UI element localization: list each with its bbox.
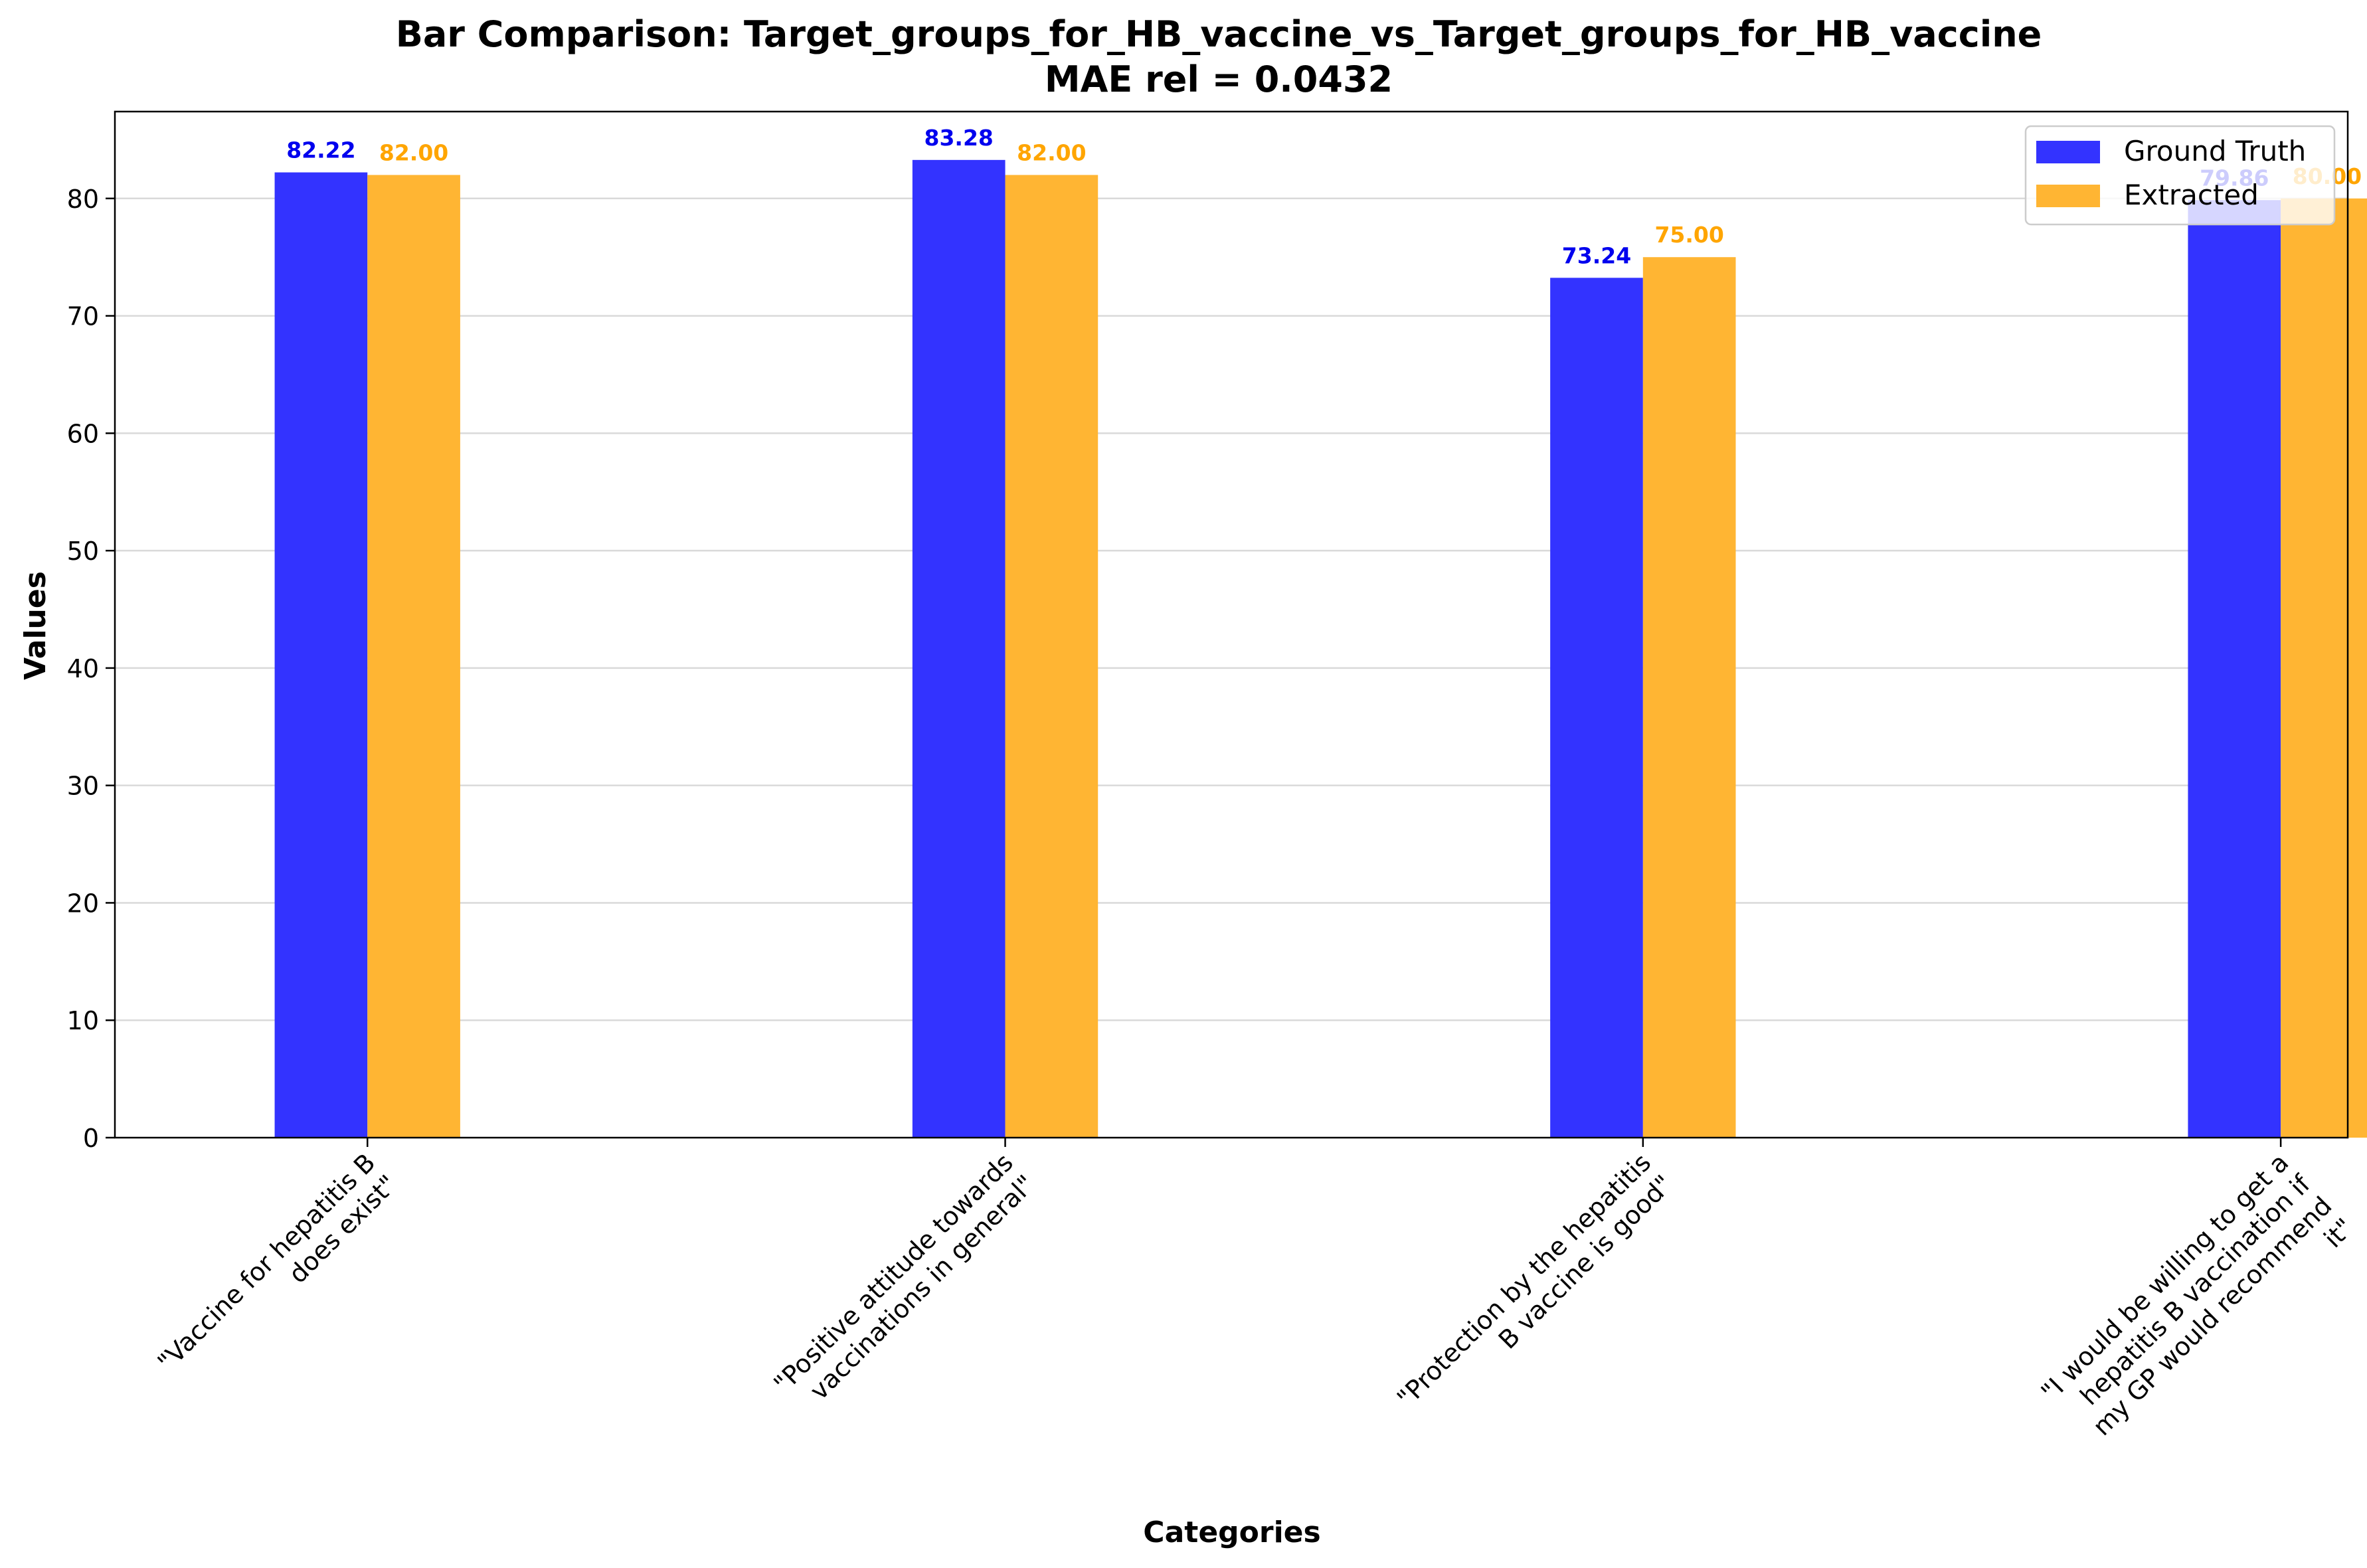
chart-subtitle: MAE rel = 0.0432 <box>1045 58 1393 100</box>
bar-ground-truth <box>1550 278 1643 1138</box>
bar-extracted <box>367 175 460 1138</box>
y-tick-label: 50 <box>67 537 99 566</box>
y-tick-label: 60 <box>67 419 99 448</box>
bar-value-label: 82.00 <box>379 139 448 165</box>
y-tick-label: 30 <box>67 772 99 801</box>
y-tick-label: 0 <box>83 1124 99 1153</box>
bar-ground-truth <box>274 172 368 1138</box>
chart-title: Bar Comparison: Target_groups_for_HB_vac… <box>396 13 2042 55</box>
legend <box>2024 125 2336 226</box>
bar-value-label: 75.00 <box>1654 222 1723 248</box>
legend-swatch <box>2036 141 2100 163</box>
legend-label: Extracted <box>2124 179 2259 211</box>
y-tick-label: 80 <box>67 185 99 214</box>
bar-extracted <box>2281 198 2367 1138</box>
bar-value-label: 82.22 <box>286 137 355 163</box>
bar-ground-truth <box>2188 200 2281 1138</box>
x-axis-label: Categories <box>1143 1516 1320 1549</box>
bar-extracted <box>1005 175 1098 1138</box>
y-tick-label: 70 <box>67 302 99 331</box>
bar-value-label: 82.00 <box>1017 139 1086 165</box>
bar-value-label: 73.24 <box>1562 242 1631 268</box>
legend-label: Ground Truth <box>2124 135 2306 167</box>
bar-extracted <box>1642 257 1736 1138</box>
y-tick-label: 20 <box>67 889 99 918</box>
y-axis-label: Values <box>19 571 52 680</box>
bar-value-label: 83.28 <box>924 125 993 151</box>
legend-swatch <box>2036 185 2100 207</box>
bar-ground-truth <box>912 159 1006 1138</box>
y-tick-label: 10 <box>67 1006 99 1035</box>
axes-frame <box>114 110 2349 1139</box>
y-tick-label: 40 <box>67 654 99 683</box>
